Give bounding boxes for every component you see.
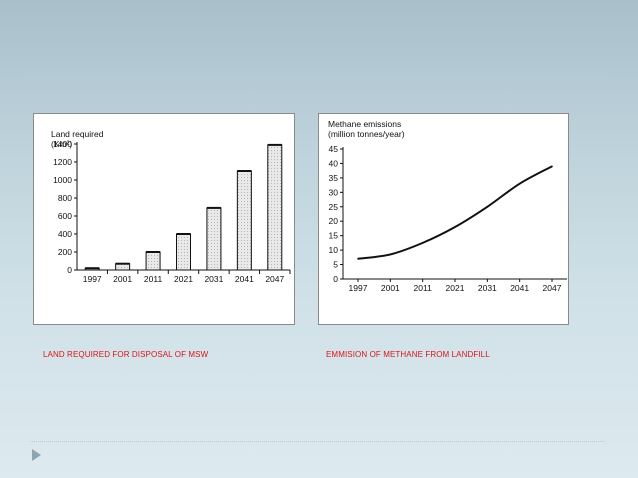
land-required-chart: Land required (Km²) 0 200 400 600 800 1000 1200 1… (33, 113, 295, 325)
caption-methane-emission: EMMISION OF METHANE FROM LANDFILL (326, 350, 490, 359)
line-point-1997 (357, 257, 359, 260)
bar-x-tick-label: 2041 (235, 274, 254, 284)
bar-x-tick-label: 2021 (174, 274, 193, 284)
line-point-2031 (486, 205, 489, 208)
bar-x-tick-label: 2011 (144, 274, 163, 284)
bar-x-tick-label: 2001 (113, 274, 132, 284)
bar-2047 (267, 144, 283, 271)
line-y-tick-label: 25 (329, 202, 339, 212)
bar-2021 (176, 233, 191, 271)
bullet-arrow-icon (32, 449, 41, 461)
bar-y-tick-label: 800 (58, 193, 72, 203)
line-x-tick-label: 2031 (478, 283, 497, 293)
bar-y-tick-label: 600 (58, 211, 72, 221)
top-dotted-divider (30, 78, 605, 79)
line-point-2011 (421, 242, 424, 244)
line-x-tick-label: 2011 (414, 283, 433, 293)
bar-2041 (236, 170, 252, 271)
line-y-tick-label: 30 (329, 187, 339, 197)
methane-emissions-chart: Methane emissions (million tonnes/year) 0 5… (318, 113, 569, 325)
line-point-2041 (518, 182, 521, 185)
line-point-2047 (551, 165, 553, 168)
bar-y-tick-label: 200 (58, 247, 72, 257)
line-y-tick-label: 0 (333, 274, 338, 284)
line-x-tick-label: 2021 (446, 283, 465, 293)
methane-emissions-line-chart: Methane emissions(million tonnes/year) 0 5… (328, 119, 567, 293)
line-y-axis-label-line-2: (million tonnes/year) (328, 129, 405, 139)
bottom-dotted-divider (30, 441, 605, 442)
line-x-tick-label: 2001 (381, 283, 400, 293)
bar-y-tick-label: 1000 (53, 175, 72, 185)
bar-y-axis-label-line-1: Land required (51, 129, 104, 139)
methane-emissions-series-line (357, 165, 553, 260)
line-y-tick-label: 45 (329, 144, 339, 154)
line-x-tick-label: 2041 (510, 283, 529, 293)
bar-x-tick-label: 2031 (204, 274, 223, 284)
line-y-tick-label: 5 (333, 260, 338, 270)
line-y-axis-label-line-1: Methane emissions (328, 119, 401, 129)
line-y-tick-label: 35 (329, 173, 339, 183)
bar-y-axis-label-line-2: (Km²) (51, 139, 72, 149)
bar-x-tick-label: 1997 (83, 274, 102, 284)
bar-y-tick-label: 1200 (53, 157, 72, 167)
caption-land-required: LAND REQUIRED FOR DISPOSAL OF MSW (43, 350, 209, 359)
line-y-tick-label: 15 (329, 231, 339, 241)
line-y-tick-label: 20 (329, 216, 339, 226)
bar-2031 (206, 207, 222, 271)
bar-2011 (145, 251, 161, 271)
bar-x-tick-label: 2047 (265, 274, 284, 284)
line-point-2001 (389, 253, 392, 256)
line-x-tick-label: 2047 (543, 283, 562, 293)
bar-y-tick-label: 1400 (53, 139, 72, 149)
line-y-tick-label: 10 (329, 245, 339, 255)
line-x-tick-label: 1997 (349, 283, 368, 293)
line-y-tick-label: 40 (329, 158, 339, 168)
bar-y-tick-label: 0 (67, 265, 72, 275)
line-point-2021 (454, 226, 456, 228)
land-required-bar-chart: Land required(Km²) 0 200 400 600 800 1000 1200 1… (51, 129, 291, 284)
bar-y-tick-label: 400 (58, 229, 72, 239)
